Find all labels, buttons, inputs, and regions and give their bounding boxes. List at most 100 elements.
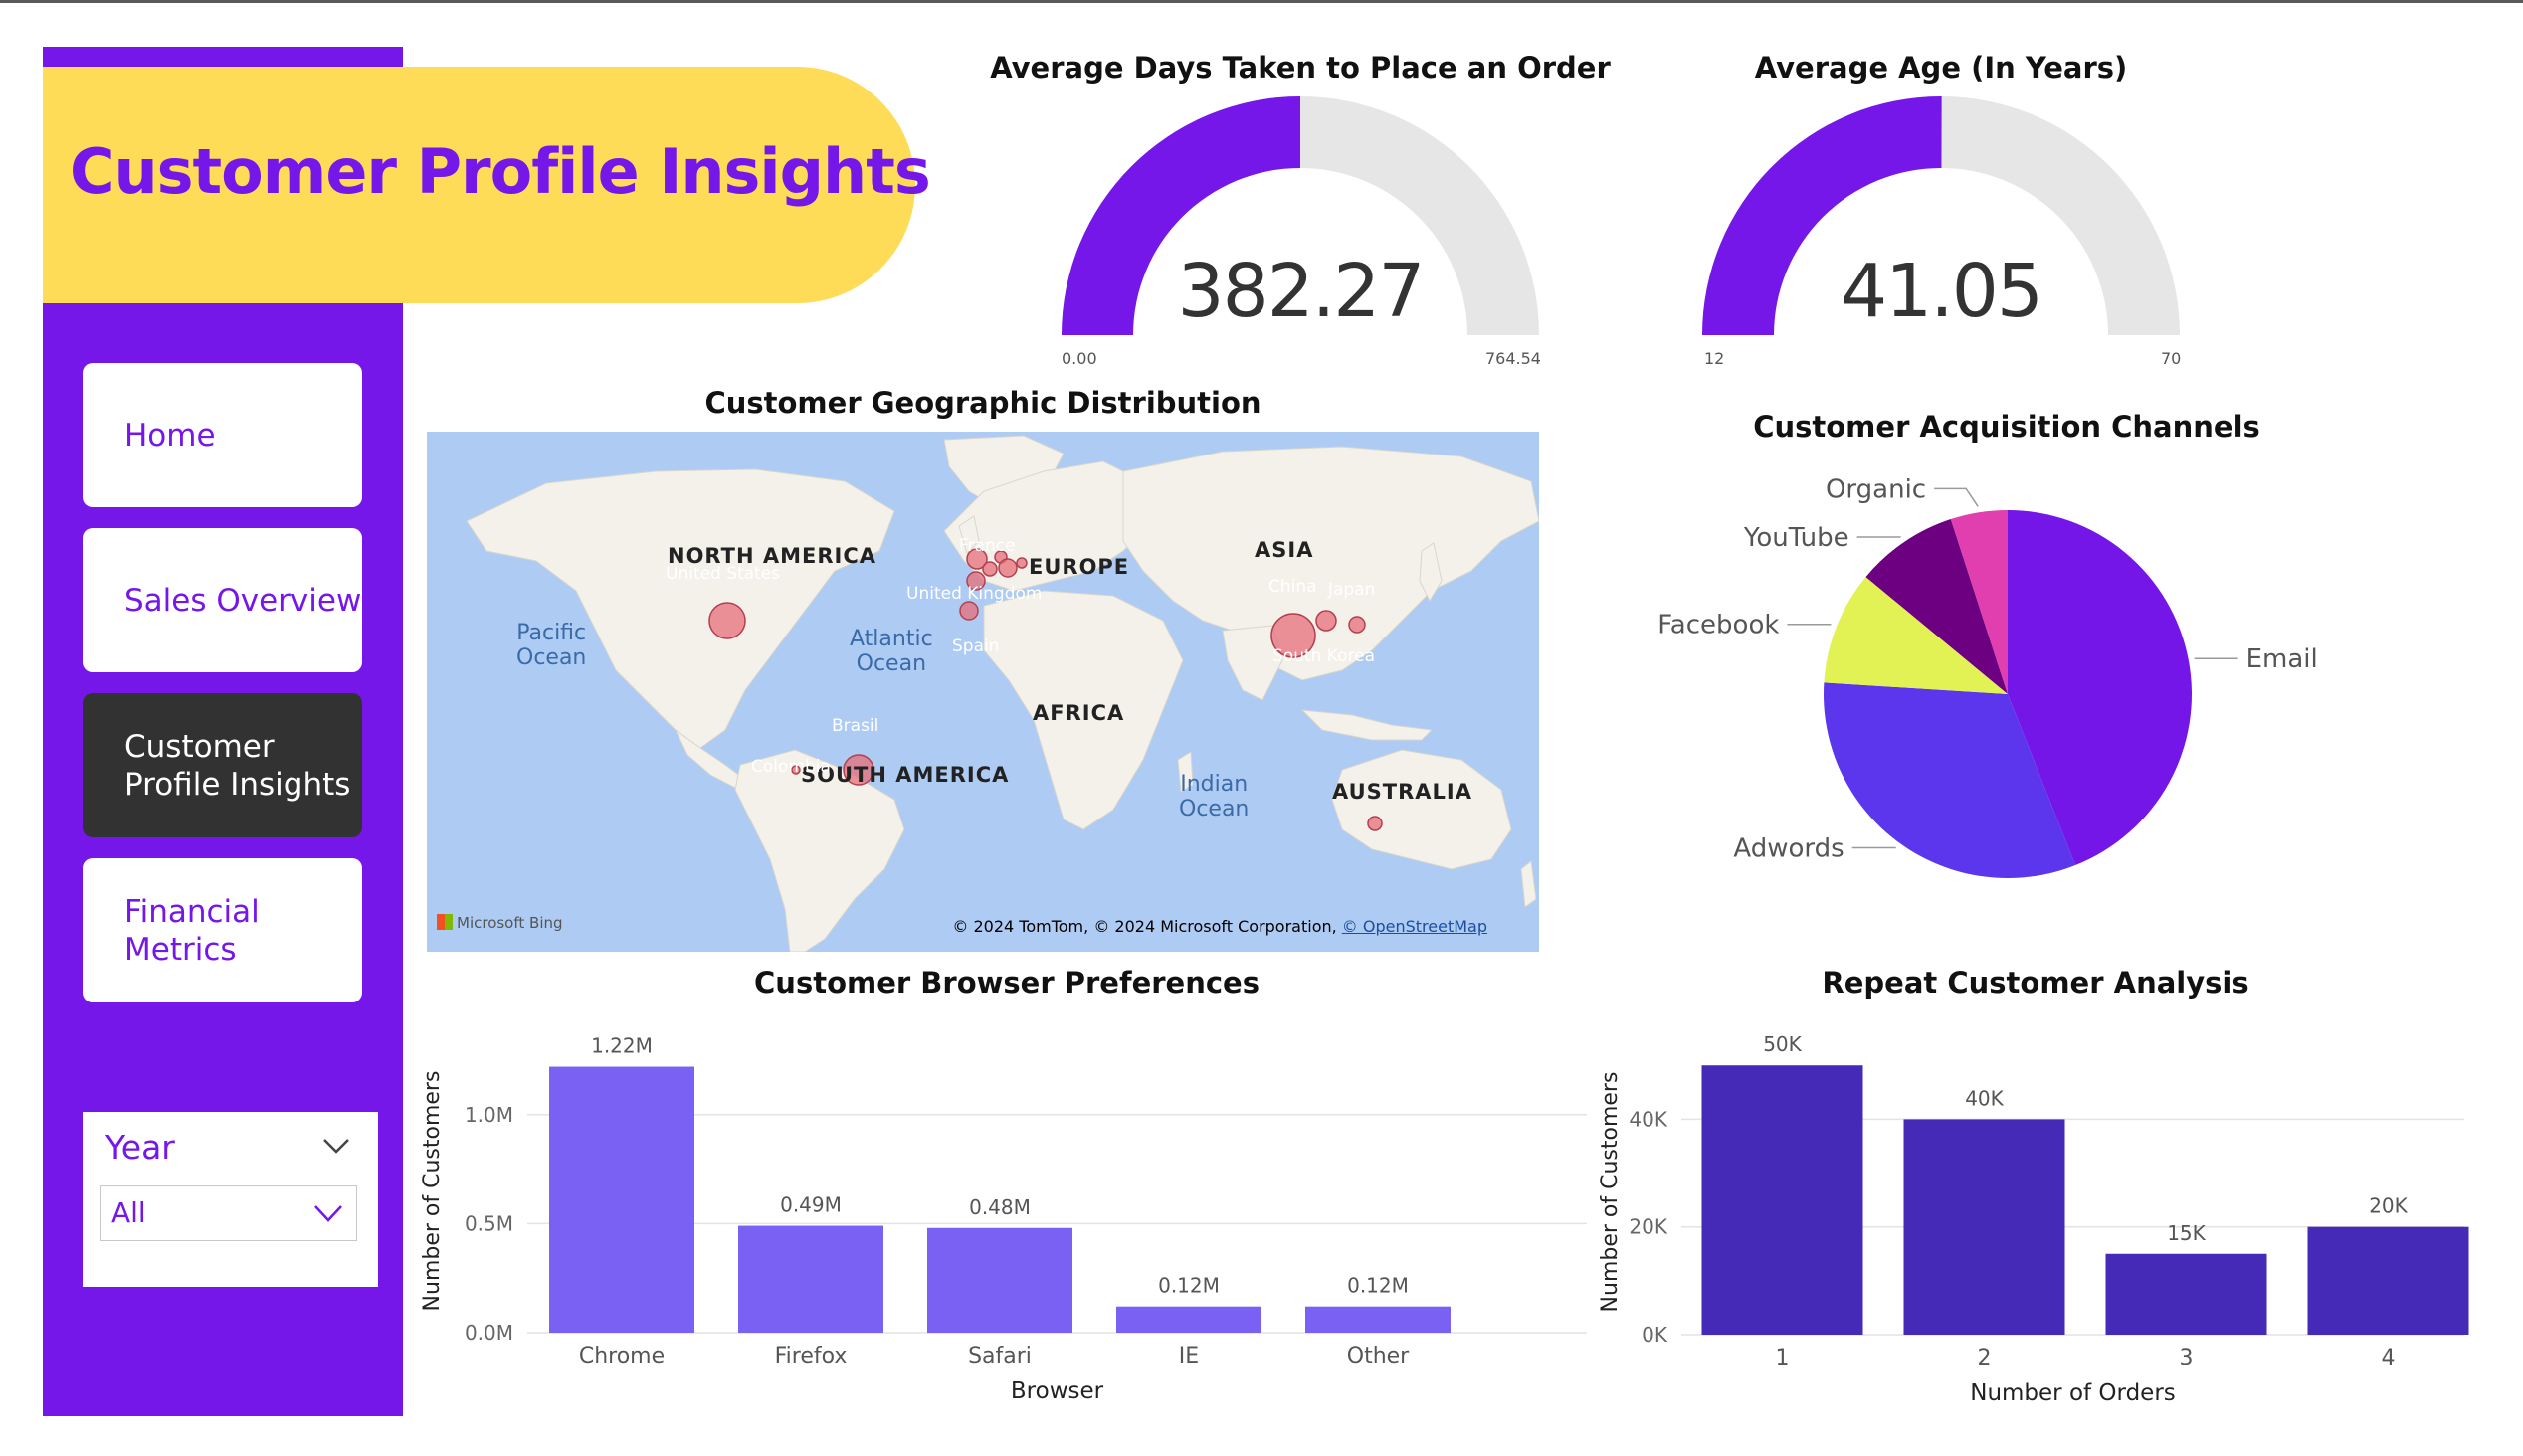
- nav-button-home[interactable]: Home: [83, 363, 362, 507]
- india-shape: [1222, 625, 1283, 701]
- gauge-fill: [1062, 96, 1300, 335]
- year-dropdown-value: All: [111, 1196, 146, 1229]
- repeat-customer-bar-chart[interactable]: 0K 20K 40K 50K 1 40K 2 15K 3 20K 4 Number of Orders…: [1597, 1014, 2492, 1412]
- nav-label: Financial Metrics: [124, 893, 260, 968]
- x-tick-label: Firefox: [775, 1344, 848, 1368]
- bar-safari: [927, 1227, 1072, 1333]
- nav-button-customer-profile-insights[interactable]: Customer Profile Insights: [83, 693, 362, 837]
- australia-shape: [1331, 749, 1512, 870]
- data-label: 40K: [1965, 1086, 2004, 1110]
- pie-leader-line: [1934, 487, 1979, 507]
- page-title: Customer Profile Insights: [70, 135, 931, 208]
- map-place-france: France: [959, 536, 1016, 556]
- y-tick-label: 0K: [1642, 1323, 1668, 1347]
- bubble-colombia: [791, 765, 801, 775]
- x-tick-label: Other: [1347, 1344, 1410, 1368]
- map-provider: Microsoft Bing: [457, 914, 563, 932]
- bubble-united-kingdom: [966, 571, 986, 591]
- x-axis-title: Browser: [1011, 1378, 1104, 1404]
- year-slicer: Year All: [83, 1112, 378, 1287]
- bar-ie: [1116, 1306, 1262, 1333]
- y-tick-label: 1.0M: [465, 1103, 513, 1127]
- map-place-united-kingdom: United Kingdom: [906, 584, 1043, 604]
- world-map-shapes: [466, 435, 1539, 952]
- data-label: 0.48M: [969, 1195, 1031, 1219]
- microsoft-logo-icon: [437, 914, 453, 930]
- x-tick-label: 2: [1978, 1346, 1992, 1370]
- bar-chrome: [549, 1066, 694, 1333]
- data-label: 0.12M: [1347, 1274, 1409, 1298]
- new-zealand-shape: [1520, 860, 1537, 908]
- gauge-title-age: Average Age (In Years): [1754, 51, 2128, 85]
- gauge-max-age: 70: [2161, 349, 2182, 368]
- map-label-africa: AFRICA: [1033, 701, 1125, 725]
- map-label-asia: ASIA: [1255, 538, 1314, 562]
- gauge-value-days: 382.27: [1177, 249, 1426, 334]
- y-axis-title: Number of Customers: [420, 1071, 445, 1312]
- browser-bar-chart[interactable]: 0.0M 0.5M 1.0M 1.22M Chrome 0.49M Firefox 0.48M…: [418, 1014, 1602, 1412]
- x-tick-label: Safari: [968, 1344, 1032, 1368]
- map-place-united-states: United States: [666, 564, 781, 584]
- bar-firefox: [738, 1225, 883, 1333]
- chevron-down-icon[interactable]: [321, 1136, 351, 1156]
- gauge-average-age: [1702, 96, 2180, 336]
- nav-label: Sales Overview: [124, 582, 362, 619]
- openstreetmap-link[interactable]: © OpenStreetMap: [1341, 917, 1487, 936]
- pie-slice-youtube: [1865, 519, 2008, 694]
- gauge-max-days: 764.54: [1485, 349, 1541, 368]
- year-dropdown[interactable]: All: [100, 1185, 357, 1241]
- repeat-chart-title: Repeat Customer Analysis: [1822, 966, 2249, 1000]
- japan-shape: [1419, 542, 1443, 603]
- data-label: 15K: [2167, 1221, 2206, 1245]
- pie-label-adwords: Adwords: [1733, 834, 1844, 864]
- nav-button-financial-metrics[interactable]: Financial Metrics: [83, 858, 362, 1002]
- gauge-value-age: 41.05: [1841, 249, 2043, 334]
- bubble-poland: [1016, 557, 1028, 569]
- x-tick-label: Chrome: [579, 1344, 665, 1368]
- pie-label-youtube: YouTube: [1743, 523, 1849, 553]
- x-tick-label: IE: [1179, 1344, 1199, 1368]
- acquisition-pie-chart[interactable]: Email Adwords Facebook YouTube Organic: [1632, 457, 2388, 895]
- browser-chart-title: Customer Browser Preferences: [754, 966, 1260, 1000]
- bubble-japan: [1348, 616, 1366, 634]
- nav-label: Customer Profile Insights: [124, 728, 351, 803]
- map-place-japan: Japan: [1328, 580, 1376, 600]
- map-label-south-america: SOUTH AMERICA: [801, 763, 1010, 787]
- map-label-indian: Indian Ocean: [1179, 772, 1250, 821]
- bubble-brasil: [843, 754, 874, 786]
- north-america-shape: [466, 468, 895, 749]
- map-place-brasil: Brasil: [832, 716, 879, 736]
- bubble-south-korea: [1315, 610, 1337, 632]
- title-banner: [43, 67, 915, 303]
- bubble-united-states: [708, 602, 746, 639]
- data-label: 0.12M: [1158, 1274, 1220, 1298]
- bing-logo: Microsoft Bing: [437, 914, 563, 932]
- map-label-atlantic: Atlantic Ocean: [850, 627, 933, 676]
- pie-label-facebook: Facebook: [1657, 611, 1779, 640]
- pie-label-organic: Organic: [1826, 474, 1926, 504]
- map-place-china: China: [1268, 577, 1317, 597]
- window-top-border: [0, 0, 2523, 3]
- geographic-map[interactable]: NORTH AMERICA EUROPE ASIA AFRICA SOUTH A…: [427, 432, 1539, 952]
- uk-shape: [958, 515, 980, 554]
- nav-button-sales-overview[interactable]: Sales Overview: [83, 528, 362, 672]
- slicer-title: Year: [105, 1128, 175, 1167]
- madagascar-shape: [1177, 751, 1194, 793]
- bar-1: [1701, 1065, 1863, 1335]
- gauge-days-to-order: [1062, 96, 1539, 335]
- data-label: 50K: [1763, 1032, 1802, 1056]
- bar-4: [2307, 1226, 2469, 1335]
- data-label: 1.22M: [591, 1034, 653, 1058]
- pie-slice-organic: [1950, 510, 2008, 694]
- pie-slice-email: [2008, 510, 2192, 866]
- pie-title: Customer Acquisition Channels: [1753, 410, 2260, 444]
- asia-shape: [1122, 446, 1539, 681]
- africa-shape: [983, 590, 1184, 830]
- map-title: Customer Geographic Distribution: [704, 386, 1262, 420]
- map-label-north-america: NORTH AMERICA: [668, 544, 877, 568]
- gauge-min-age: 12: [1704, 349, 1725, 368]
- y-tick-label: 20K: [1629, 1215, 1667, 1239]
- map-place-colombia: Colombia: [751, 757, 831, 777]
- data-label: 0.49M: [780, 1193, 842, 1217]
- bubble-china: [1270, 613, 1316, 658]
